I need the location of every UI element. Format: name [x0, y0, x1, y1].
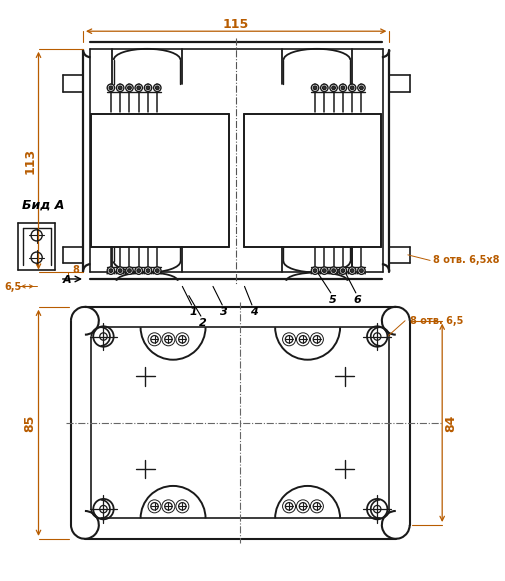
Circle shape [116, 267, 124, 274]
Text: 84: 84 [443, 414, 456, 432]
Circle shape [322, 86, 326, 89]
Circle shape [107, 84, 114, 92]
Circle shape [116, 84, 124, 92]
Circle shape [349, 86, 354, 89]
Circle shape [349, 269, 354, 272]
Circle shape [144, 267, 152, 274]
Circle shape [320, 267, 327, 274]
Text: 1: 1 [189, 307, 197, 317]
Text: 8 отв. 6,5х8: 8 отв. 6,5х8 [432, 256, 498, 266]
Circle shape [118, 269, 122, 272]
Text: A: A [63, 275, 71, 285]
Circle shape [109, 269, 113, 272]
Circle shape [154, 267, 161, 274]
Circle shape [311, 267, 318, 274]
Circle shape [313, 269, 316, 272]
Circle shape [338, 267, 346, 274]
Circle shape [348, 84, 355, 92]
Text: 6,5: 6,5 [5, 282, 22, 292]
Circle shape [357, 267, 365, 274]
Circle shape [329, 267, 337, 274]
Circle shape [340, 86, 344, 89]
Text: 8 отв. 6,5: 8 отв. 6,5 [409, 315, 462, 326]
Text: 3: 3 [220, 307, 228, 317]
Circle shape [331, 86, 335, 89]
Circle shape [144, 84, 152, 92]
Circle shape [127, 269, 131, 272]
Circle shape [118, 86, 122, 89]
Circle shape [127, 86, 131, 89]
Text: 115: 115 [223, 18, 249, 31]
Circle shape [154, 84, 161, 92]
Circle shape [331, 269, 335, 272]
Circle shape [137, 86, 140, 89]
Text: 6: 6 [353, 295, 361, 305]
Circle shape [135, 267, 142, 274]
Circle shape [155, 86, 159, 89]
Text: 8: 8 [72, 265, 79, 275]
Circle shape [125, 84, 133, 92]
Circle shape [311, 84, 318, 92]
Text: 5: 5 [328, 295, 336, 305]
Circle shape [322, 269, 326, 272]
Circle shape [357, 84, 365, 92]
Circle shape [329, 84, 337, 92]
Circle shape [359, 86, 363, 89]
Circle shape [320, 84, 327, 92]
Circle shape [135, 84, 142, 92]
Text: Бид А: Бид А [22, 198, 64, 211]
Circle shape [125, 267, 133, 274]
Text: 85: 85 [24, 414, 36, 432]
Text: 113: 113 [24, 148, 36, 174]
Circle shape [313, 86, 316, 89]
Circle shape [359, 269, 363, 272]
Circle shape [338, 84, 346, 92]
Circle shape [340, 269, 344, 272]
Circle shape [137, 269, 140, 272]
Circle shape [155, 269, 159, 272]
Text: 2: 2 [198, 318, 206, 328]
Circle shape [146, 86, 149, 89]
Circle shape [146, 269, 149, 272]
Text: 4: 4 [249, 307, 257, 317]
Circle shape [348, 267, 355, 274]
Circle shape [109, 86, 113, 89]
Circle shape [107, 267, 114, 274]
